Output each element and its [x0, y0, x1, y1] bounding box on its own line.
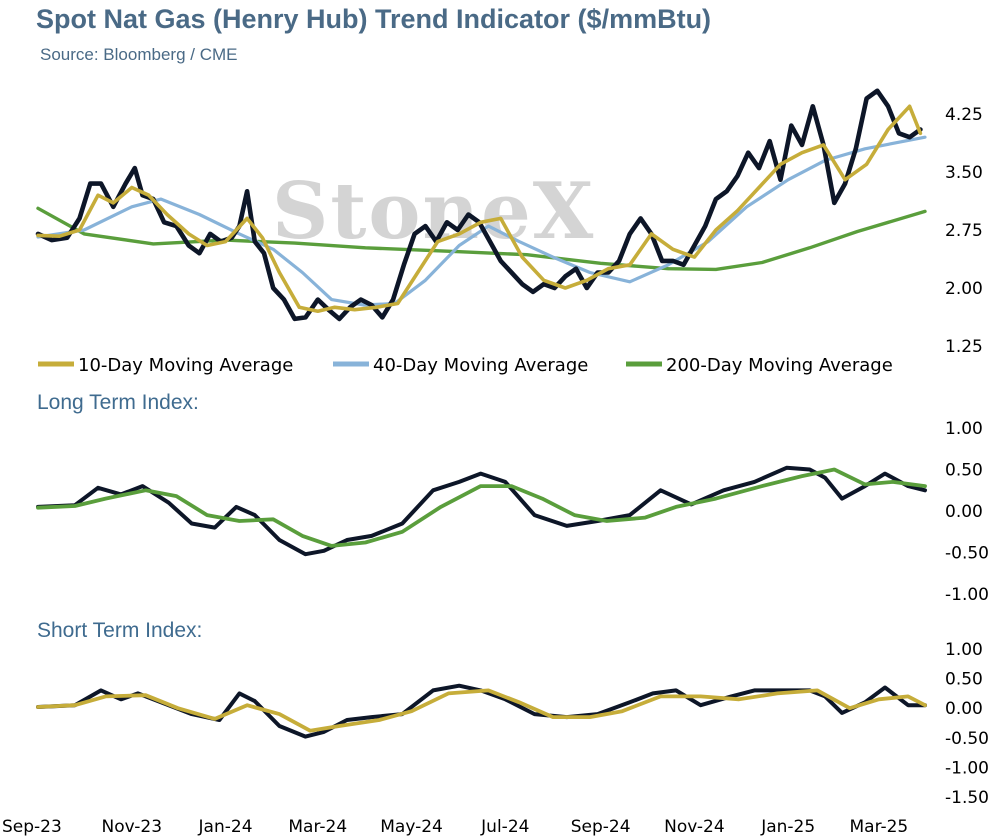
long-ytick-label: 0.50: [945, 461, 983, 481]
stonex-watermark: StoneX: [272, 166, 595, 257]
x-tick-label: Mar-25: [849, 817, 908, 837]
legend-entry: 10-Day Moving Average: [78, 355, 293, 376]
legend-entry: 200-Day Moving Average: [666, 355, 893, 376]
long-ytick-label: -1.00: [945, 585, 989, 605]
price-ytick-label: 1.25: [945, 337, 983, 357]
long-term-index-label: Long Term Index:: [37, 391, 199, 414]
long-term-panel: 1.00 0.50 0.00 -0.50 -1.00: [36, 419, 989, 605]
price-series-10-day-moving-average: [36, 104, 923, 314]
short-term-panel: 1.00 0.50 0.00 -0.50 -1.00 -1.50: [36, 640, 989, 808]
short-term-index-label: Short Term Index:: [37, 619, 203, 642]
short-ytick-label: 1.00: [945, 640, 983, 660]
x-tick-label: Sep-24: [571, 817, 631, 837]
long-series-long-term-index-average: [36, 467, 927, 548]
x-tick-label: Nov-23: [102, 817, 163, 837]
x-tick-label: Jan-25: [760, 817, 815, 837]
price-ytick-label: 2.75: [945, 221, 983, 241]
x-tick-label: Mar-24: [288, 817, 347, 837]
x-tick-label: Jul-24: [480, 817, 529, 837]
x-axis: Sep-23 Nov-23 Jan-24 Mar-24 May-24 Jul-24 Sep-…: [2, 817, 908, 837]
price-ytick-label: 2.00: [945, 279, 983, 299]
price-legend: 10-Day Moving Average 40-Day Moving Avera…: [38, 355, 893, 376]
long-ytick-label: -0.50: [945, 544, 989, 564]
long-ytick-label: 0.00: [945, 502, 983, 522]
x-tick-label: Nov-24: [664, 817, 725, 837]
price-series-200-day-moving-average: [36, 206, 927, 272]
long-series-long-term-index: [36, 465, 927, 557]
long-ytick-label: 1.00: [945, 419, 983, 439]
short-ytick-label: -1.00: [945, 758, 989, 778]
short-series-short-term-index-average: [36, 688, 927, 733]
price-series-40-day-moving-average: [36, 135, 927, 307]
x-tick-label: Jan-24: [198, 817, 253, 837]
short-ytick-label: -1.50: [945, 788, 989, 808]
short-ytick-label: 0.50: [945, 670, 983, 690]
x-tick-label: May-24: [380, 817, 443, 837]
source-note: Source: Bloomberg / CME: [40, 45, 238, 64]
short-ytick-label: 0.00: [945, 699, 983, 719]
short-ytick-label: -0.50: [945, 729, 989, 749]
price-ytick-label: 4.25: [945, 105, 983, 125]
price-panel: 1.25 2.00 2.75 3.50 4.25: [35, 88, 983, 357]
page-title: Spot Nat Gas (Henry Hub) Trend Indicator…: [36, 4, 712, 34]
x-tick-label: Sep-23: [2, 817, 62, 837]
legend-entry: 40-Day Moving Average: [373, 355, 588, 376]
price-ytick-label: 3.50: [945, 163, 983, 183]
